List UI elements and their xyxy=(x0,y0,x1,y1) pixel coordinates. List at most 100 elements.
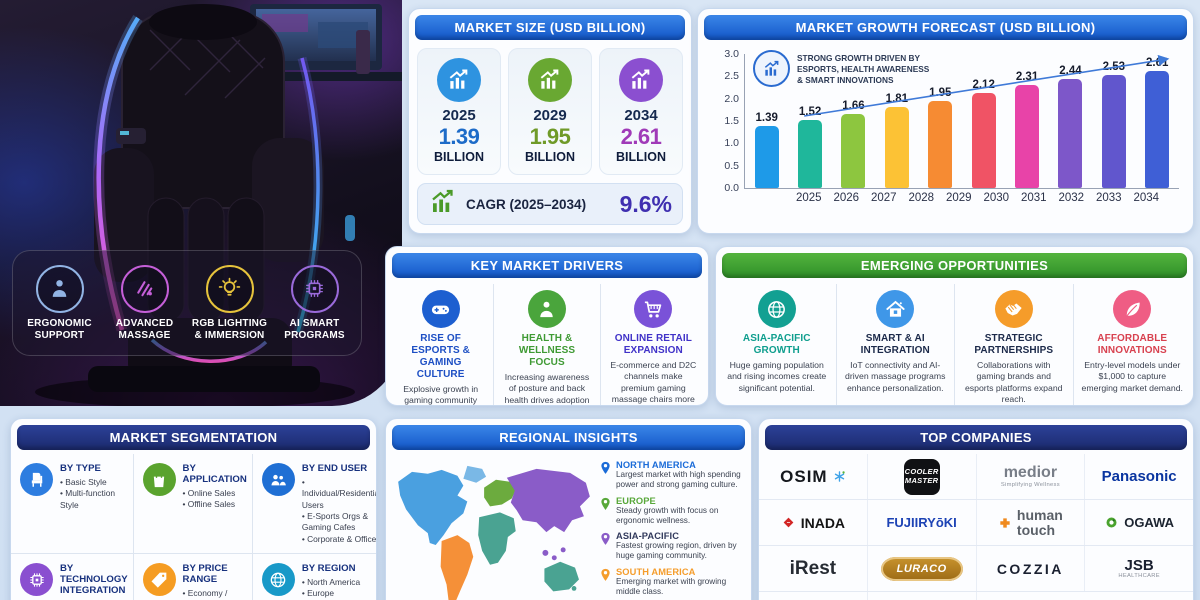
opportunities-header: EMERGING OPPORTUNITIES xyxy=(722,253,1187,278)
segment-title: BY APPLICATION xyxy=(182,463,247,486)
bag-icon xyxy=(142,463,176,496)
segment-item: • Corporate & Offices xyxy=(301,533,377,544)
logo-stack: human touch xyxy=(1017,508,1063,537)
top-companies-panel: TOP COMPANIES OSIM COOLER MASTER medior Simp… xyxy=(758,418,1194,600)
bar-value-label: 2.31 xyxy=(1015,70,1039,83)
logo-text: touch xyxy=(1016,521,1056,538)
info-column: HEALTH & WELLNESS FOCUS Increasing awaren… xyxy=(493,284,599,405)
segment-title: BY TECHNOLOGY INTEGRATION xyxy=(60,563,128,597)
region-item: ASIA-PACIFIC Fastest growing region, driv… xyxy=(600,531,745,562)
segment-title: BY END USER xyxy=(301,463,368,474)
company-logo: uRelax xyxy=(867,592,976,600)
y-tick-label: 2.0 xyxy=(724,92,739,105)
people-icon xyxy=(261,463,295,496)
market-size-cards: 2025 1.39 BILLION 2029 1.95 BILLION 2034 2.61 BI… xyxy=(409,44,691,175)
bar xyxy=(1101,75,1126,188)
logo-text: OGAWA xyxy=(1124,515,1175,530)
map-pin-icon xyxy=(600,531,611,562)
info-column-title: ONLINE RETAIL EXPANSION xyxy=(614,333,692,356)
cagr-strip: CAGR (2025–2034) 9.6% xyxy=(417,183,683,225)
bar-value-label: 2.12 xyxy=(972,79,995,92)
feature-badge-label: ERGONOMIC SUPPORT xyxy=(27,317,92,341)
info-column-title: RISE OF ESPORTS & GAMING CULTURE xyxy=(411,333,471,380)
feature-badge: ADVANCED MASSAGE xyxy=(104,264,186,342)
info-column: ONLINE RETAIL EXPANSION E-commerce and D2… xyxy=(599,284,706,405)
logo-tagline: HEALTHCARE xyxy=(1118,573,1160,580)
region-text: EUROPE Steady growth with focus on ergono… xyxy=(616,496,745,527)
company-logo: COZZIA xyxy=(975,546,1085,591)
company-grid: OSIM COOLER MASTER medior Simplifying Wellne… xyxy=(759,454,1193,600)
x-tick-label: 2025 xyxy=(795,192,822,204)
chair-icon xyxy=(20,463,53,496)
bar xyxy=(1145,71,1170,188)
logo-text: Panasonic xyxy=(1101,468,1177,485)
x-tick-label: 2030 xyxy=(983,192,1010,204)
region-name: EUROPE xyxy=(616,495,656,506)
company-logo: LURACO xyxy=(866,546,976,591)
cagr-label: CAGR (2025–2034) xyxy=(466,196,587,212)
map-pin-icon xyxy=(600,496,611,527)
key-drivers-panel: KEY MARKET DRIVERS RISE OF ESPORTS & GAM… xyxy=(385,246,709,406)
bar-chart-plot: STRONG GROWTH DRIVEN BY ESPORTS, HEALTH … xyxy=(724,48,1179,194)
company-logo: medior Simplifying Wellness xyxy=(975,454,1085,499)
logo-stack: JSB HEALTHCARE xyxy=(1118,557,1160,580)
size-year: 2029 xyxy=(533,107,567,124)
region-text: ASIA-PACIFIC Fastest growing region, driv… xyxy=(616,531,745,562)
segment-item: • Offline Sales xyxy=(182,499,236,510)
size-value: 2.61 xyxy=(620,124,662,149)
market-size-card: 2029 1.95 BILLION xyxy=(508,48,592,175)
info-column-desc: Huge gaming population and rising income… xyxy=(727,360,827,393)
company-row: INADA FUJIIRYōKI human touch OGAWA xyxy=(759,499,1193,545)
x-tick-label: 2032 xyxy=(1058,192,1085,204)
bar xyxy=(884,107,909,188)
info-column: AFFORDABLE INNOVATIONS Entry-level models… xyxy=(1072,284,1192,405)
bar xyxy=(971,93,996,188)
plus-icon xyxy=(998,516,1012,530)
info-column-desc: IoT connectivity and AI-driven massage p… xyxy=(845,360,946,393)
bar-value-label: 1.95 xyxy=(929,86,952,99)
bar xyxy=(1015,84,1040,188)
driver-columns: RISE OF ESPORTS & GAMING CULTURE Explosiv… xyxy=(386,282,708,405)
info-column: SMART & AI INTEGRATION IoT connectivity a… xyxy=(835,284,955,405)
cart-icon xyxy=(634,290,673,328)
segment-title: BY TYPE xyxy=(60,463,101,474)
x-tick-label: 2034 xyxy=(1133,192,1160,204)
size-unit: BILLION xyxy=(616,150,666,164)
segment-item: • Basic Style xyxy=(60,477,107,488)
bar-column: 2.12 xyxy=(964,54,1003,188)
person-icon xyxy=(527,290,566,328)
tag-icon xyxy=(142,563,176,597)
segment-item: • Online Sales xyxy=(182,488,236,499)
info-column-desc: Collaborations with gaming brands and es… xyxy=(964,360,1063,404)
y-tick-label: 0.5 xyxy=(724,159,739,172)
logo-text: COZZIA xyxy=(996,560,1064,577)
size-value: 1.95 xyxy=(529,124,571,149)
info-column-desc: E-commerce and D2C channels make premium… xyxy=(610,360,697,404)
region-item: NORTH AMERICA Largest market with high sp… xyxy=(600,460,745,491)
info-column-desc: Entry-level models under $1,000 to captu… xyxy=(1081,360,1183,393)
segment-title: BY REGION xyxy=(301,563,356,575)
info-column-title: STRATEGIC PARTNERSHIPS xyxy=(974,333,1054,356)
luraco-logo: LURACO xyxy=(880,556,963,581)
company-logo: INADA xyxy=(759,500,867,545)
bar-value-label: 1.81 xyxy=(885,93,909,106)
company-logo: FUJIIRYōKI xyxy=(866,500,976,545)
smart-home-icon xyxy=(876,290,915,328)
region-text: NORTH AMERICA Largest market with high sp… xyxy=(616,460,745,491)
size-year: 2025 xyxy=(442,107,476,124)
company-row: iRest LURACO COZZIA JSB HEALTHCARE xyxy=(759,545,1193,591)
region-item: EUROPE Steady growth with focus on ergono… xyxy=(600,496,745,527)
market-size-card: 2034 2.61 BILLION xyxy=(599,48,683,175)
segmentation-grid: BY TYPE • Basic Style • Multi-function Sty… xyxy=(11,454,376,600)
company-logo: COOLER MASTER xyxy=(866,454,976,499)
bar-value-label: 1.52 xyxy=(798,106,822,119)
feature-badges: ERGONOMIC SUPPORT ADVANCED MASSAGE RGB LIG… xyxy=(12,250,362,356)
segment-text: BY PRICE RANGE• Economy / Entry-Level• M… xyxy=(183,563,247,600)
segment-item: • Economy / Entry-Level xyxy=(182,588,228,600)
info-column-title: SMART & AI INTEGRATION xyxy=(860,333,930,356)
globe-icon xyxy=(261,563,295,597)
info-column-desc: Increasing awareness of posture and back… xyxy=(504,372,590,405)
y-tick-label: 2.5 xyxy=(724,70,739,83)
size-unit: BILLION xyxy=(525,150,575,164)
